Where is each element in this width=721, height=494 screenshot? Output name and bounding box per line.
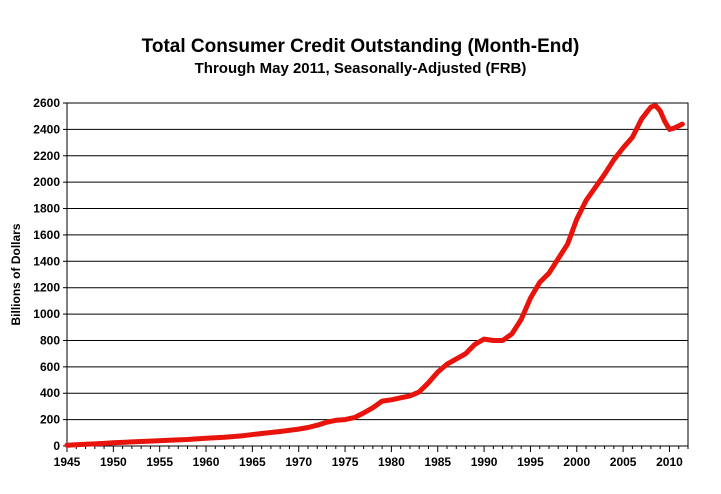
y-tick-label: 2000 xyxy=(33,175,60,189)
plot-frame xyxy=(66,102,689,447)
x-tick-label: 2000 xyxy=(563,455,590,469)
y-tick-label: 0 xyxy=(53,439,60,453)
x-tick-label: 1945 xyxy=(54,455,81,469)
x-tick-label: 1975 xyxy=(332,455,359,469)
x-axis: 1945 1950 1955 1960 1965 1970 1975 1980 1985 1990… xyxy=(54,446,689,469)
y-tick-label: 800 xyxy=(40,333,60,347)
x-tick-label: 1970 xyxy=(285,455,312,469)
x-tick-label: 1985 xyxy=(424,455,451,469)
y-tick-label: 2400 xyxy=(33,122,60,136)
x-tick-label: 1950 xyxy=(100,455,127,469)
y-axis: 0 200 400 600 800 1000 1200 1400 1600 1800 2000 220… xyxy=(33,96,67,453)
gridlines xyxy=(67,102,688,447)
x-tick-label: 1995 xyxy=(517,455,544,469)
y-axis-label: Billions of Dollars xyxy=(9,223,23,325)
y-tick-label: 1600 xyxy=(33,228,60,242)
x-tick-label: 1980 xyxy=(378,455,405,469)
y-tick-label: 600 xyxy=(40,360,60,374)
y-tick-label: 1800 xyxy=(33,202,60,216)
x-tick-label: 1960 xyxy=(193,455,220,469)
x-tick-label: 1955 xyxy=(146,455,173,469)
y-tick-label: 1000 xyxy=(33,307,60,321)
y-tick-label: 200 xyxy=(40,413,60,427)
y-tick-label: 1400 xyxy=(33,254,60,268)
x-tick-label: 1965 xyxy=(239,455,266,469)
y-tick-label: 1200 xyxy=(33,281,60,295)
x-tick-label: 2010 xyxy=(656,455,683,469)
chart-title: Total Consumer Credit Outstanding (Month… xyxy=(141,36,580,57)
x-tick-label: 1990 xyxy=(471,455,498,469)
y-tick-label: 2200 xyxy=(33,149,60,163)
y-tick-label: 2600 xyxy=(33,96,60,110)
chart-subtitle: Through May 2011, Seasonally-Adjusted (F… xyxy=(194,60,527,77)
x-tick-label: 2005 xyxy=(610,455,637,469)
y-tick-label: 400 xyxy=(40,386,60,400)
series-line xyxy=(64,103,685,448)
